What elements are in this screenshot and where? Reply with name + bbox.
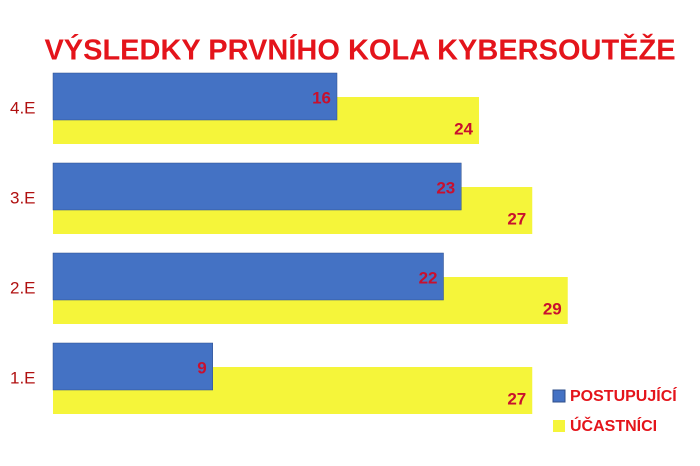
data-label: 29 — [543, 299, 562, 318]
y-tick-label: 4.E — [10, 98, 36, 117]
data-label: 22 — [419, 268, 438, 287]
bar — [52, 342, 213, 391]
bar — [52, 162, 462, 211]
legend-label: POSTUPUJÍCÍ — [570, 386, 677, 405]
data-label: 16 — [312, 88, 331, 107]
y-tick-label: 2.E — [10, 278, 36, 297]
data-label: 9 — [197, 358, 206, 377]
bar — [52, 252, 444, 301]
data-label: 23 — [436, 178, 455, 197]
bar — [52, 72, 338, 121]
legend-label: ÚČASTNÍCI — [570, 416, 657, 435]
y-tick-label: 3.E — [10, 188, 36, 207]
legend-swatch — [552, 389, 566, 403]
y-tick-label: 1.E — [10, 368, 36, 387]
data-label: 27 — [507, 389, 526, 408]
legend-swatch — [553, 420, 565, 432]
data-label: 24 — [454, 119, 473, 138]
chart-title: VÝSLEDKY PRVNÍHO KOLA KYBERSOUTĚŽE — [44, 33, 675, 67]
data-label: 27 — [507, 209, 526, 228]
